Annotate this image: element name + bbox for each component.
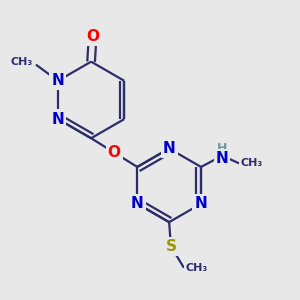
Text: N: N <box>131 196 144 211</box>
Text: N: N <box>216 151 229 166</box>
Text: CH₃: CH₃ <box>241 158 263 167</box>
Text: O: O <box>86 29 99 44</box>
Text: CH₃: CH₃ <box>11 57 33 67</box>
Text: O: O <box>108 145 121 160</box>
Text: CH₃: CH₃ <box>185 263 208 273</box>
Text: S: S <box>165 239 176 254</box>
Text: N: N <box>163 141 175 156</box>
Text: N: N <box>195 196 207 211</box>
Text: N: N <box>52 112 64 127</box>
Text: N: N <box>52 73 64 88</box>
Text: H: H <box>217 142 227 155</box>
